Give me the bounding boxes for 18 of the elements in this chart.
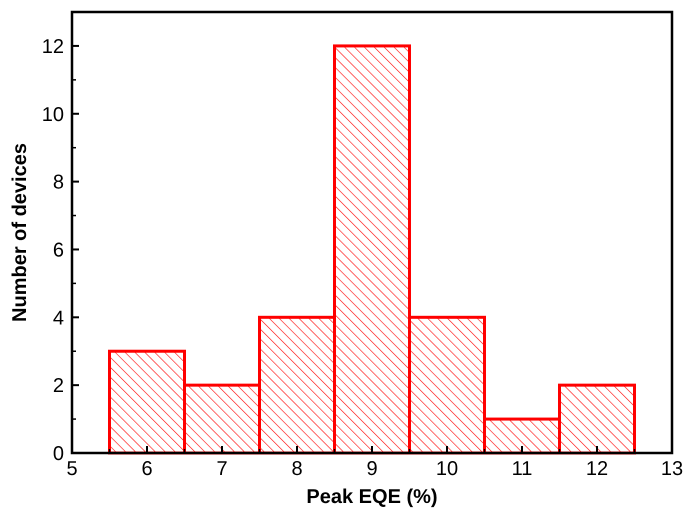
x-tick-label: 12: [586, 458, 608, 480]
x-tick-label: 7: [216, 458, 228, 480]
x-tick-label: 6: [141, 458, 153, 480]
y-tick-label: 10: [42, 104, 64, 126]
x-tick-label: 11: [512, 458, 532, 480]
y-tick-label: 12: [42, 36, 64, 58]
y-axis-title: Number of devices: [9, 143, 31, 322]
x-tick-label: 10: [436, 458, 458, 480]
y-tick-label: 2: [52, 375, 64, 398]
x-tick-label: 9: [366, 458, 378, 480]
y-tick-label: 6: [52, 239, 64, 262]
x-tick-label: 5: [66, 458, 78, 480]
y-tick-label: 0: [52, 443, 64, 465]
y-tick-label: 4: [52, 307, 64, 330]
x-tick-label: 8: [291, 458, 303, 480]
x-axis-title: Peak EQE (%): [306, 486, 438, 508]
y-tick-label: 8: [52, 172, 64, 194]
x-tick-label: 13: [660, 458, 684, 480]
